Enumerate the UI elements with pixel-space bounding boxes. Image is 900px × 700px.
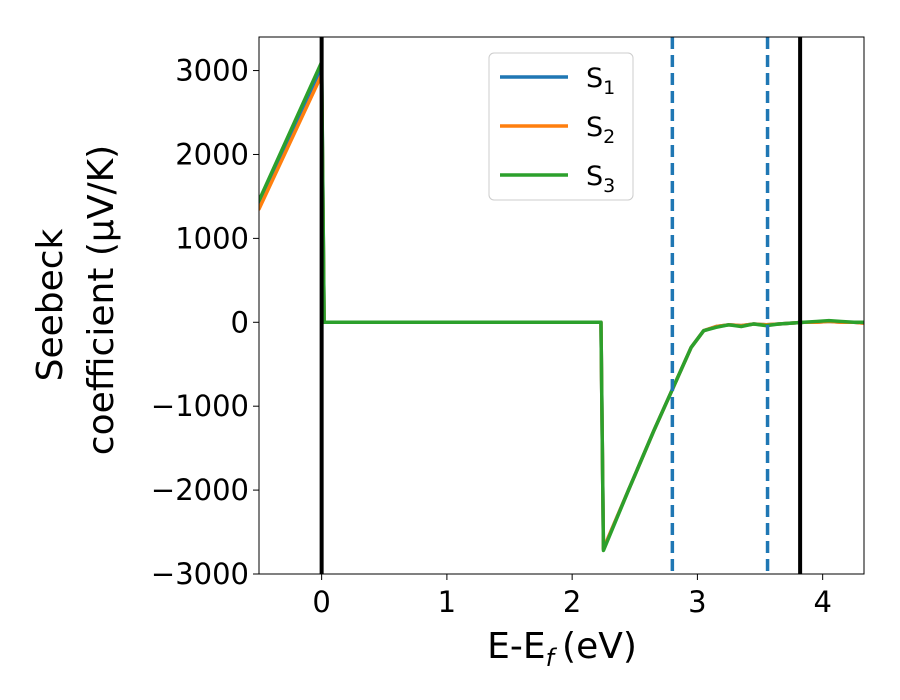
x-tick-label: 3 (688, 585, 706, 619)
x-tick-label: 4 (813, 585, 831, 619)
y-axis-label-line2: coefficient (μV/K) (81, 145, 122, 455)
y-axis-label-line1: Seebeck (30, 228, 71, 381)
y-tick-label: 2000 (175, 137, 249, 171)
legend: S1 S2 S3 (488, 52, 634, 201)
y-axis: −3000 −2000 −1000 0 1000 2000 3000 (151, 54, 259, 591)
x-tick-label: 1 (438, 585, 456, 619)
legend-label-s1: S1 (586, 63, 615, 99)
plot-area (259, 37, 864, 574)
x-axis-label: E-Ef (eV) (487, 626, 637, 672)
y-tick-label: −1000 (151, 389, 249, 423)
y-tick-label: 1000 (175, 221, 249, 255)
x-tick-label: 0 (312, 585, 330, 619)
series-line-s3 (259, 60, 864, 553)
y-tick-label: 3000 (175, 54, 249, 88)
plot-frame (258, 36, 865, 575)
legend-label-s3: S3 (586, 161, 615, 197)
y-tick-label: −3000 (151, 557, 249, 591)
x-tick-label: 2 (563, 585, 581, 619)
legend-label-s2: S2 (586, 112, 615, 148)
y-tick-label: −2000 (151, 473, 249, 507)
x-axis: 0 1 2 3 4 (312, 574, 832, 619)
y-tick-label: 0 (231, 305, 249, 339)
